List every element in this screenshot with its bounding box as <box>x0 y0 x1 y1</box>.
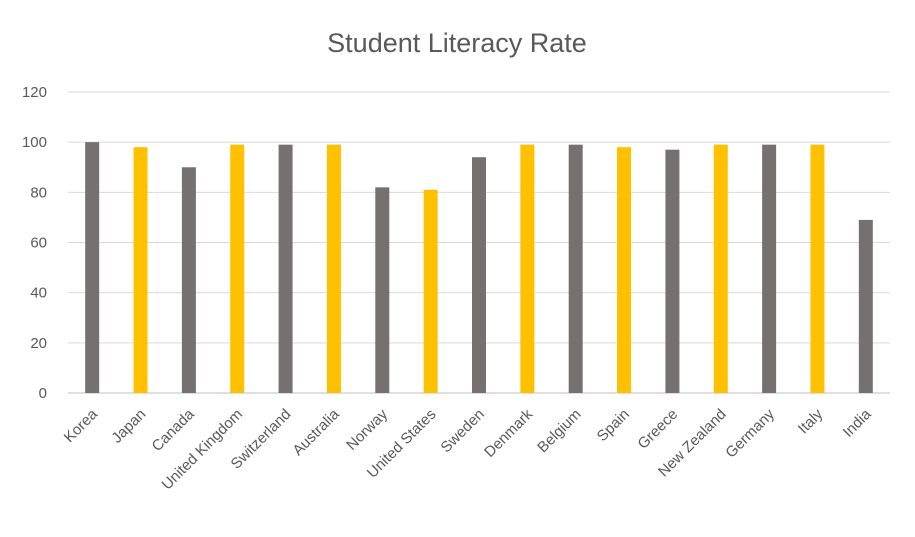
bar-japan <box>133 147 148 393</box>
y-tick-label: 100 <box>22 134 47 151</box>
x-tick-label: Germany <box>722 405 778 461</box>
bar-belgium <box>568 144 583 393</box>
bar-canada <box>181 167 196 393</box>
bar-greece <box>665 149 680 393</box>
bar-germany <box>762 144 777 393</box>
x-tick-label: Italy <box>795 405 827 437</box>
bars <box>85 142 873 393</box>
x-tick-label: Korea <box>61 405 102 446</box>
x-tick-label: Denmark <box>481 405 536 460</box>
bar-sweden <box>472 157 486 393</box>
bar-switzerland <box>278 144 293 393</box>
x-tick-label: Canada <box>149 405 199 455</box>
x-tick-label: Norway <box>343 405 391 453</box>
bar-denmark <box>520 144 535 393</box>
y-axis-ticks: 0 20 40 60 80 100 120 <box>22 84 47 402</box>
x-tick-label: Spain <box>594 406 633 445</box>
bar-united-states <box>423 189 438 393</box>
bar-spain <box>617 147 632 393</box>
y-tick-label: 40 <box>30 285 47 302</box>
y-tick-label: 20 <box>30 335 47 352</box>
y-tick-label: 120 <box>22 84 47 101</box>
chart-title: Student Literacy Rate <box>327 28 587 58</box>
x-tick-label: Australia <box>289 405 343 459</box>
y-tick-label: 0 <box>39 385 47 402</box>
bar-india <box>858 219 873 393</box>
bar-korea <box>85 142 100 393</box>
bar-norway <box>375 187 390 393</box>
y-tick-label: 80 <box>30 184 47 201</box>
x-tick-label: Greece <box>634 406 681 453</box>
x-tick-label: India <box>840 405 875 440</box>
bar-italy <box>810 144 825 393</box>
x-tick-label: Belgium <box>534 406 584 456</box>
bar-australia <box>326 144 341 393</box>
bar-new-zealand <box>713 144 728 393</box>
bar-united-kingdom <box>230 144 245 393</box>
y-tick-label: 60 <box>30 235 47 252</box>
x-tick-label: Japan <box>108 406 149 447</box>
